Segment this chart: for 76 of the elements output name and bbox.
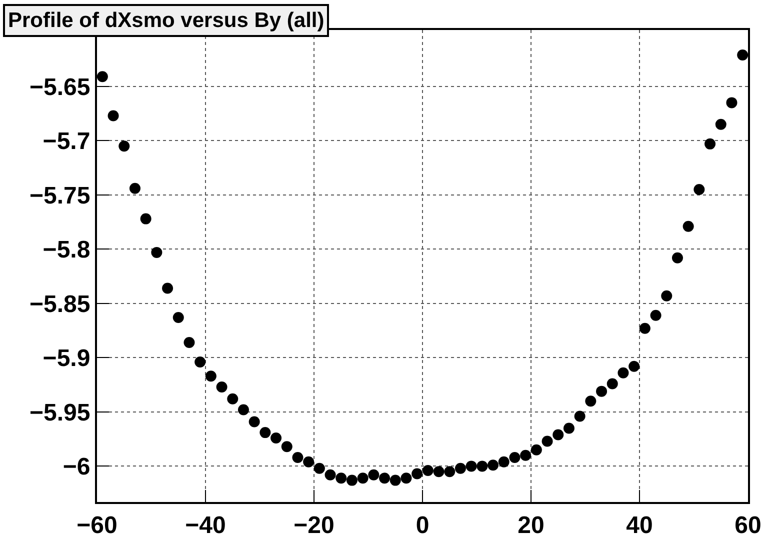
x-tick-label: −40 [185,512,226,539]
point [704,138,716,150]
point [498,456,510,468]
point [682,220,694,232]
point [292,452,304,464]
point [530,444,542,456]
point [520,450,532,461]
point [400,472,412,484]
point [162,282,174,294]
point [216,381,228,392]
point [248,416,260,428]
point [346,474,358,486]
point [444,466,456,478]
point [726,97,738,108]
x-tick-label: −20 [294,512,334,539]
point [194,356,206,368]
chart-title: Profile of dXsmo versus By (all) [8,9,324,32]
point [324,469,336,480]
point [488,460,499,471]
y-tick-label: −5.85 [29,290,90,318]
point [205,370,216,382]
point [596,386,608,397]
y-tick-label: −5.7 [42,128,90,156]
point [357,472,368,484]
point [574,410,586,422]
point [368,469,380,480]
point [694,184,705,195]
y-tick-label: −5.75 [29,182,90,210]
point [140,213,152,224]
point [314,462,325,474]
point [227,393,238,404]
x-tick-label: 20 [518,512,544,539]
y-tick-label: −5.95 [29,399,90,426]
point [476,460,488,472]
point [715,118,726,130]
point [509,452,520,464]
y-tick-label: −5.9 [42,345,90,372]
x-tick-label: 0 [416,512,430,539]
point [563,422,574,434]
x-tick-label: −60 [76,512,118,539]
point [542,436,553,447]
point [303,456,314,468]
point [270,432,282,444]
y-tick-label: −5.65 [29,74,90,101]
point [260,427,271,438]
point [650,310,662,321]
point [639,322,650,334]
point [184,337,195,348]
point [412,468,423,480]
point [606,378,618,390]
point [390,474,401,486]
point [433,466,444,478]
point [172,312,184,324]
point [737,49,748,60]
point [585,396,596,407]
point [281,441,292,452]
point [238,404,249,416]
point [552,429,564,440]
point [672,252,683,264]
point [118,140,130,152]
point [129,182,140,194]
point [618,367,629,378]
y-tick-label: −6 [62,454,90,481]
point [108,110,119,122]
x-tick-label: 40 [626,512,653,539]
point [628,360,640,372]
point [454,462,466,474]
y-tick-label: −5.8 [42,236,90,264]
point [422,465,434,476]
point [96,71,108,82]
point [151,246,162,258]
point [336,472,347,484]
point [379,472,390,484]
x-tick-label: 60 [734,512,762,539]
point [466,460,477,472]
point [661,290,672,302]
